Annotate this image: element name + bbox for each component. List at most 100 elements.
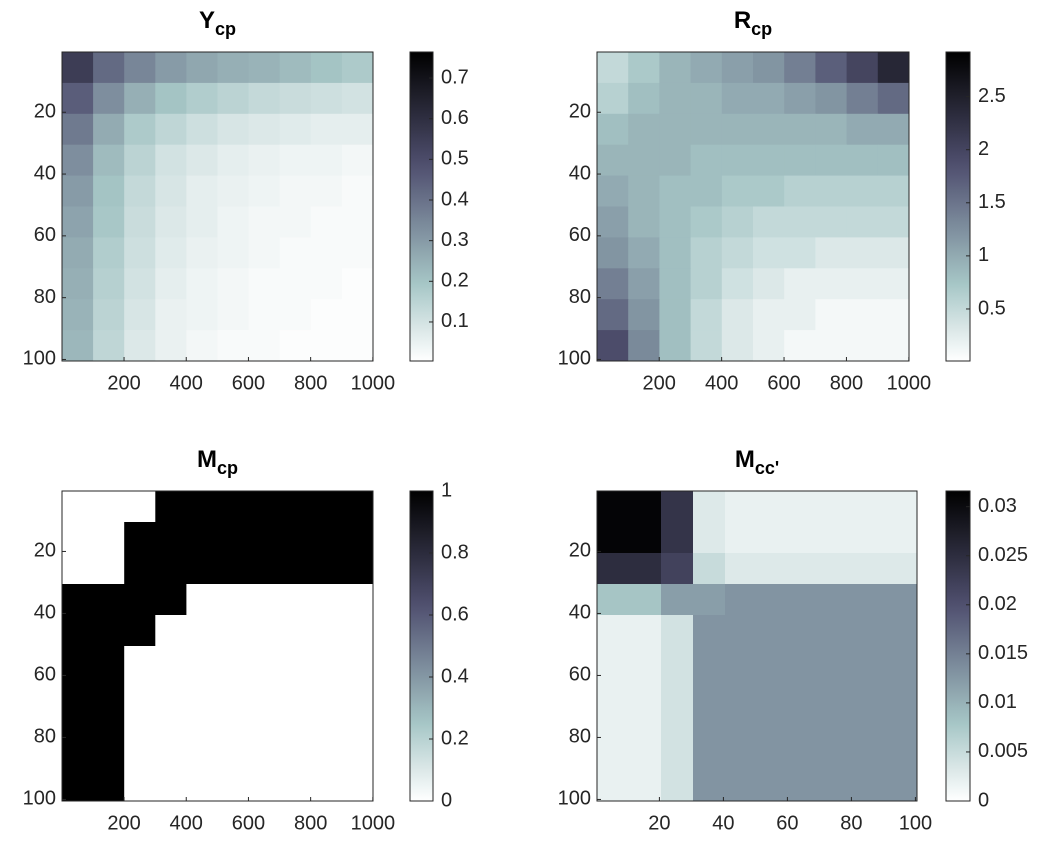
heatmap-cell <box>885 491 918 523</box>
heatmap-cell <box>217 299 250 331</box>
y-tick-label: 100 <box>23 348 56 370</box>
heatmap-cell <box>690 299 723 331</box>
heatmap-cell <box>877 299 910 331</box>
heatmap-cell <box>753 82 785 115</box>
heatmap-cell <box>93 144 125 177</box>
heatmap-cell <box>661 553 694 585</box>
heatmap-cell <box>124 206 156 238</box>
chart-title: Ycp <box>199 7 236 38</box>
colorbar-tick-label: 0.02 <box>978 593 1017 615</box>
heatmap-cell <box>659 299 692 331</box>
x-tick-label: 600 <box>767 372 800 394</box>
heatmap-cell <box>93 299 125 331</box>
heatmap-cell <box>659 144 692 177</box>
heatmap-cell <box>217 491 250 523</box>
colorbar-tick-label: 0.025 <box>978 544 1028 566</box>
heatmap-cell <box>217 52 250 84</box>
heatmap-cell <box>693 708 726 740</box>
colorbar-tick-label: 0 <box>978 789 989 811</box>
heatmap-cell <box>93 770 125 802</box>
heatmap-cell <box>846 268 879 300</box>
heatmap-cell <box>853 770 886 802</box>
heatmap-cell <box>186 268 218 300</box>
heatmap-cell <box>62 553 94 585</box>
heatmap-cell <box>693 646 726 678</box>
heatmap-cell <box>821 677 854 709</box>
heatmap-cell <box>93 677 125 709</box>
heatmap-cell <box>628 113 660 146</box>
y-tick-label: 20 <box>34 101 56 123</box>
heatmap-cell <box>93 113 125 146</box>
heatmap-cell <box>248 553 281 585</box>
colorbar-tick-label: 0.5 <box>978 297 1006 319</box>
heatmap-cell <box>784 237 816 269</box>
heatmap-cell <box>279 237 312 269</box>
heatmap-cell <box>821 522 854 554</box>
heatmap-cell <box>757 646 790 678</box>
heatmap-cell <box>186 646 218 678</box>
heatmap-cell <box>846 237 879 269</box>
colorbar-tick-label: 0.5 <box>441 148 469 170</box>
heatmap-cell <box>853 677 886 709</box>
heatmap-cell <box>629 615 662 647</box>
heatmap-cell <box>310 553 343 585</box>
heatmap-cell <box>597 646 630 678</box>
heatmap-cell <box>93 237 125 269</box>
heatmap-cell <box>628 237 660 269</box>
heatmap-cell <box>124 113 156 146</box>
axes-box <box>61 51 374 362</box>
colorbar-tick-label: 0.03 <box>978 495 1017 517</box>
heatmap-cell <box>155 553 187 585</box>
heatmap-cell <box>155 237 187 269</box>
y-tick-label: 80 <box>34 726 56 748</box>
x-tick-label: 1000 <box>351 372 396 394</box>
heatmap-cell <box>885 646 918 678</box>
heatmap-cell <box>310 584 343 616</box>
colorbar-tick-label: 0.8 <box>441 541 469 563</box>
heatmap-cell <box>784 175 816 207</box>
heatmap-cell <box>693 522 726 554</box>
heatmap-cell <box>279 491 312 523</box>
heatmap-cell <box>690 113 723 146</box>
heatmap-cell <box>597 175 629 207</box>
heatmap-cell <box>93 646 125 678</box>
heatmap-cell <box>217 330 250 362</box>
heatmap-cell <box>693 615 726 647</box>
heatmap-cell <box>248 82 281 115</box>
heatmap-cell <box>659 268 692 300</box>
heatmap-cell <box>124 299 156 331</box>
heatmap-cell <box>853 646 886 678</box>
heatmap-cell <box>725 677 758 709</box>
heatmap-cell <box>815 82 848 115</box>
heatmap-cell <box>885 677 918 709</box>
heatmap-cell <box>186 175 218 207</box>
heatmap-cell <box>310 330 343 362</box>
heatmap-cell <box>629 646 662 678</box>
heatmap-cell <box>821 646 854 678</box>
heatmap-cell <box>62 770 94 802</box>
colorbar-tick-label: 1 <box>441 479 452 501</box>
heatmap-cell <box>62 491 94 523</box>
title-subscript: cp <box>215 19 236 39</box>
heatmap-cell <box>62 299 94 331</box>
heatmap-cell <box>789 677 822 709</box>
title-subscript: cp <box>217 458 238 478</box>
heatmap-cell <box>757 739 790 771</box>
heatmap-cell <box>753 144 785 177</box>
x-tick-label: 1000 <box>887 372 932 394</box>
heatmap-cell <box>815 113 848 146</box>
heatmap-cell <box>597 82 629 115</box>
heatmap-cell <box>661 615 694 647</box>
heatmap-cell <box>62 206 94 238</box>
heatmap-cell <box>186 553 218 585</box>
heatmap-cell <box>789 615 822 647</box>
heatmap-cell <box>721 268 754 300</box>
heatmap-cell <box>629 584 662 616</box>
x-tick-label: 20 <box>648 812 670 834</box>
heatmap-cell <box>877 268 910 300</box>
heatmap-cell <box>597 268 629 300</box>
heatmap-cell <box>821 491 854 523</box>
axes-box <box>596 51 910 362</box>
heatmap-cell <box>217 82 250 115</box>
heatmap-cell <box>846 299 879 331</box>
